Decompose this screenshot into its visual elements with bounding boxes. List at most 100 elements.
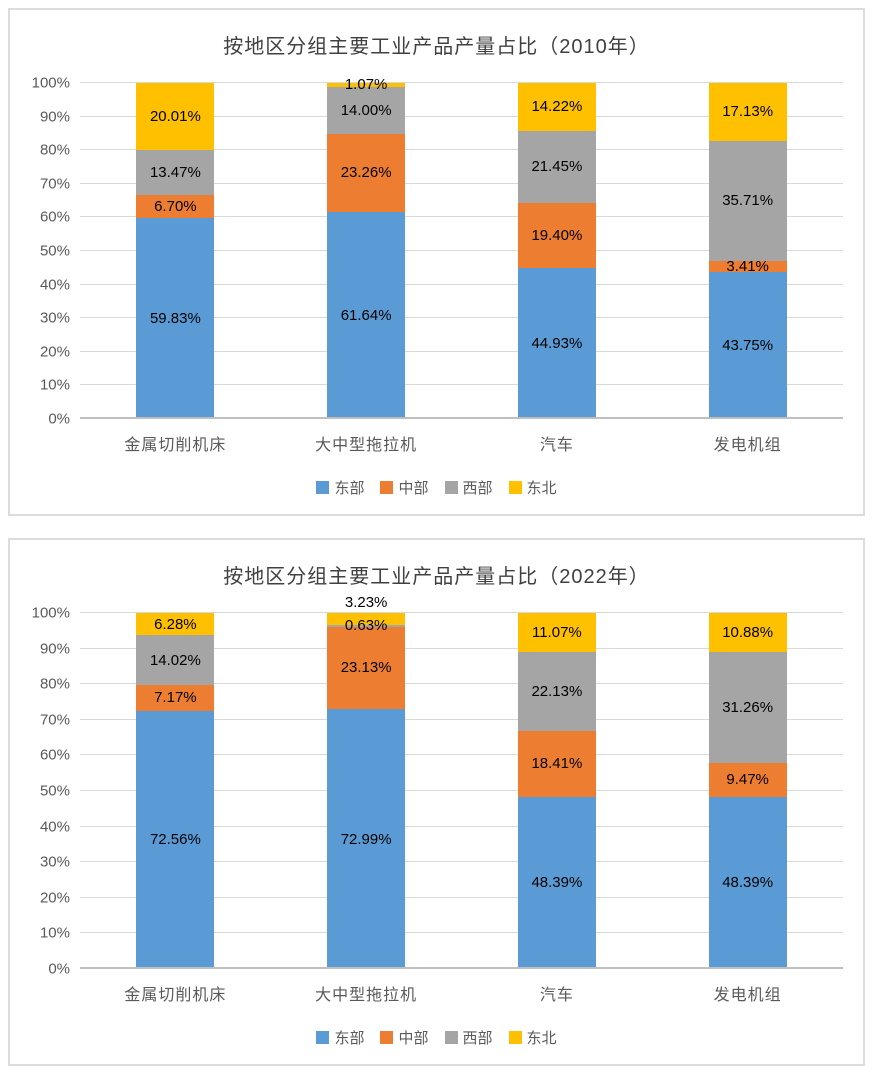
gridline bbox=[80, 350, 843, 352]
bar-segment-西部: 22.13% bbox=[517, 652, 596, 732]
gridline bbox=[80, 115, 843, 117]
bar-slot: 72.56% 7.17% 14.02% 6.28% bbox=[80, 613, 271, 969]
y-axis-tick-label: 20% bbox=[39, 343, 70, 361]
data-label: 48.39% bbox=[531, 874, 583, 892]
bar-segment-东北: 6.28% bbox=[136, 613, 215, 636]
category-label: 大中型拖拉机 bbox=[315, 437, 418, 454]
gridline bbox=[80, 647, 843, 649]
data-label: 10.88% bbox=[722, 623, 774, 641]
stacked-bar: 72.99% 23.13% 0.63% 3.23% bbox=[327, 595, 406, 969]
legend-2022: 东部 中部 西部 东北 bbox=[22, 1027, 851, 1048]
stacked-bar: 48.39% 18.41% 22.13% 11.07% bbox=[517, 613, 596, 969]
legend-item-东北: 东北 bbox=[508, 477, 557, 498]
category-axis-2022: 金属切削机床 大中型拖拉机 汽车 发电机组 bbox=[80, 981, 843, 1005]
y-axis-tick-label: 10% bbox=[39, 376, 70, 394]
legend-swatch-icon bbox=[508, 481, 522, 494]
y-axis-tick-label: 80% bbox=[39, 141, 70, 159]
gridline bbox=[80, 82, 843, 83]
legend-swatch-icon bbox=[444, 1031, 458, 1044]
bar-segment-东北: 14.22% bbox=[517, 83, 596, 131]
bar-segment-中部: 19.40% bbox=[517, 202, 596, 269]
bar-segment-东北: 20.01% bbox=[136, 83, 215, 151]
bar-segment-西部: 14.02% bbox=[136, 635, 215, 686]
bar-segment-中部: 18.41% bbox=[517, 731, 596, 797]
category-label: 汽车 bbox=[539, 437, 574, 454]
bar-segment-西部: 14.00% bbox=[327, 86, 406, 134]
category-label: 金属切削机床 bbox=[124, 987, 227, 1004]
bar-segment-中部: 23.26% bbox=[327, 133, 406, 212]
plot-area-2010: 0% 10% 20% 30% 40% 50% 60% 70% 80% 90% 100% 59.83% 6… bbox=[32, 76, 843, 427]
bar-segment-中部: 7.17% bbox=[136, 685, 215, 711]
data-label: 3.41% bbox=[726, 257, 769, 275]
data-label: 23.13% bbox=[340, 659, 392, 677]
gridline bbox=[80, 896, 843, 898]
data-label: 44.93% bbox=[531, 335, 583, 353]
category-label: 大中型拖拉机 bbox=[315, 987, 418, 1004]
bar-slot: 48.39% 18.41% 22.13% 11.07% bbox=[462, 613, 653, 969]
bar-slot: 43.75% 3.41% 35.71% 17.13% bbox=[652, 83, 843, 419]
legend-label: 东部 bbox=[334, 1030, 365, 1047]
category-label: 发电机组 bbox=[713, 987, 782, 1004]
data-label: 72.56% bbox=[149, 831, 201, 849]
legend-swatch-icon bbox=[316, 1031, 330, 1044]
stacked-bar: 61.64% 23.26% 14.00% 1.07% bbox=[327, 77, 406, 419]
y-axis-tick-label: 50% bbox=[39, 782, 70, 800]
legend-swatch-icon bbox=[444, 481, 458, 494]
x-axis-line bbox=[80, 417, 843, 419]
data-label: 20.01% bbox=[149, 108, 201, 126]
bars-row: 72.56% 7.17% 14.02% 6.28% 72.99% 23.13% 0.63% 3… bbox=[80, 595, 843, 969]
gridline bbox=[80, 861, 843, 863]
legend-item-中部: 中部 bbox=[380, 1027, 429, 1048]
bar-segment-东部: 72.99% bbox=[327, 709, 406, 969]
bar-segment-西部: 0.63% bbox=[327, 618, 406, 633]
y-axis-tick-label: 90% bbox=[39, 108, 70, 126]
data-label: 17.13% bbox=[722, 103, 774, 121]
gridline bbox=[80, 384, 843, 386]
data-label: 18.41% bbox=[531, 755, 583, 773]
gridline bbox=[80, 283, 843, 285]
data-label: 6.70% bbox=[154, 198, 197, 216]
y-axis-tick-label: 20% bbox=[39, 889, 70, 907]
gridline bbox=[80, 149, 843, 151]
gridline bbox=[80, 317, 843, 319]
bar-slot: 44.93% 19.40% 21.45% 14.22% bbox=[462, 83, 653, 419]
y-axis-tick-label: 0% bbox=[48, 410, 70, 428]
y-axis-tick-label: 70% bbox=[39, 175, 70, 193]
bar-segment-东部: 43.75% bbox=[708, 272, 787, 419]
category-label: 金属切削机床 bbox=[124, 437, 227, 454]
legend-item-中部: 中部 bbox=[380, 477, 429, 498]
bars-row: 59.83% 6.70% 13.47% 20.01% 61.64% 23.26% 14.00… bbox=[80, 77, 843, 419]
data-label: 61.64% bbox=[340, 306, 392, 324]
y-axis-tick-label: 80% bbox=[39, 675, 70, 693]
data-label: 1.07% bbox=[344, 76, 388, 94]
legend-label: 东北 bbox=[526, 480, 557, 497]
category-label: 汽车 bbox=[539, 987, 574, 1004]
bar-segment-中部: 9.47% bbox=[708, 763, 787, 797]
stacked-bar: 43.75% 3.41% 35.71% 17.13% bbox=[708, 83, 787, 419]
bar-slot: 48.39% 9.47% 31.26% 10.88% bbox=[652, 613, 843, 969]
bar-segment-东部: 59.83% bbox=[136, 217, 215, 419]
bar-segment-西部: 13.47% bbox=[136, 150, 215, 196]
y-axis-tick-label: 60% bbox=[39, 208, 70, 226]
y-axis-tick-label: 40% bbox=[39, 818, 70, 836]
gridline bbox=[80, 683, 843, 685]
data-label: 14.22% bbox=[531, 98, 583, 116]
bar-segment-西部: 21.45% bbox=[517, 130, 596, 203]
legend-item-西部: 西部 bbox=[444, 1027, 493, 1048]
y-axis-tick-label: 50% bbox=[39, 242, 70, 260]
legend-item-西部: 西部 bbox=[444, 477, 493, 498]
data-label: 23.26% bbox=[340, 164, 392, 182]
legend-label: 中部 bbox=[398, 1030, 429, 1047]
data-label: 43.75% bbox=[722, 337, 774, 354]
data-label: 14.02% bbox=[149, 651, 201, 669]
data-label: 9.47% bbox=[726, 771, 769, 789]
y-axis-tick-label: 30% bbox=[39, 309, 70, 327]
gridline bbox=[80, 718, 843, 720]
bar-segment-东北: 17.13% bbox=[708, 83, 787, 141]
gridline bbox=[80, 825, 843, 827]
bar-segment-中部: 6.70% bbox=[136, 195, 215, 218]
gridline bbox=[80, 754, 843, 756]
data-label: 13.47% bbox=[149, 164, 201, 182]
bar-segment-东部: 48.39% bbox=[708, 796, 787, 969]
bar-segment-东部: 48.39% bbox=[517, 796, 596, 969]
